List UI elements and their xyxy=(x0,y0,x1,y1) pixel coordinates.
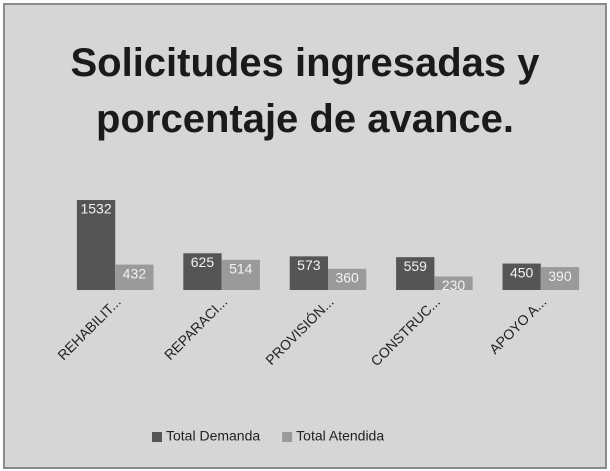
legend-label: Total Atendida xyxy=(296,428,384,444)
bar xyxy=(115,264,154,290)
chart-title: Solicitudes ingresadas y porcentaje de a… xyxy=(70,41,540,141)
bar xyxy=(221,259,260,290)
data-label: 573 xyxy=(297,257,321,273)
bar xyxy=(76,199,116,290)
data-label: 514 xyxy=(229,261,253,277)
bar xyxy=(502,263,541,290)
bar xyxy=(434,276,473,290)
x-tick-label: CONSTRUC... xyxy=(367,293,443,369)
bar xyxy=(183,253,222,290)
data-label: 450 xyxy=(510,264,534,280)
bar xyxy=(396,257,435,290)
x-tick-label: PROVISIÓN... xyxy=(262,293,337,368)
bar xyxy=(289,256,328,290)
data-label: 559 xyxy=(404,258,428,274)
data-label: 1532 xyxy=(80,201,111,217)
bar xyxy=(328,268,367,290)
legend-label: Total Demanda xyxy=(166,428,260,444)
x-tick-label: REHABILIT... xyxy=(54,293,124,363)
data-label: 432 xyxy=(123,265,147,281)
data-label: 360 xyxy=(335,270,359,286)
x-tick-label: REPARACI... xyxy=(161,293,230,362)
legend-swatch xyxy=(282,432,293,442)
x-tick-label: APOYO A... xyxy=(486,293,550,357)
data-label: 625 xyxy=(191,254,215,270)
legend-swatch xyxy=(152,432,162,442)
bar xyxy=(540,267,580,290)
data-label: 230 xyxy=(442,277,466,293)
data-label: 390 xyxy=(548,268,572,284)
